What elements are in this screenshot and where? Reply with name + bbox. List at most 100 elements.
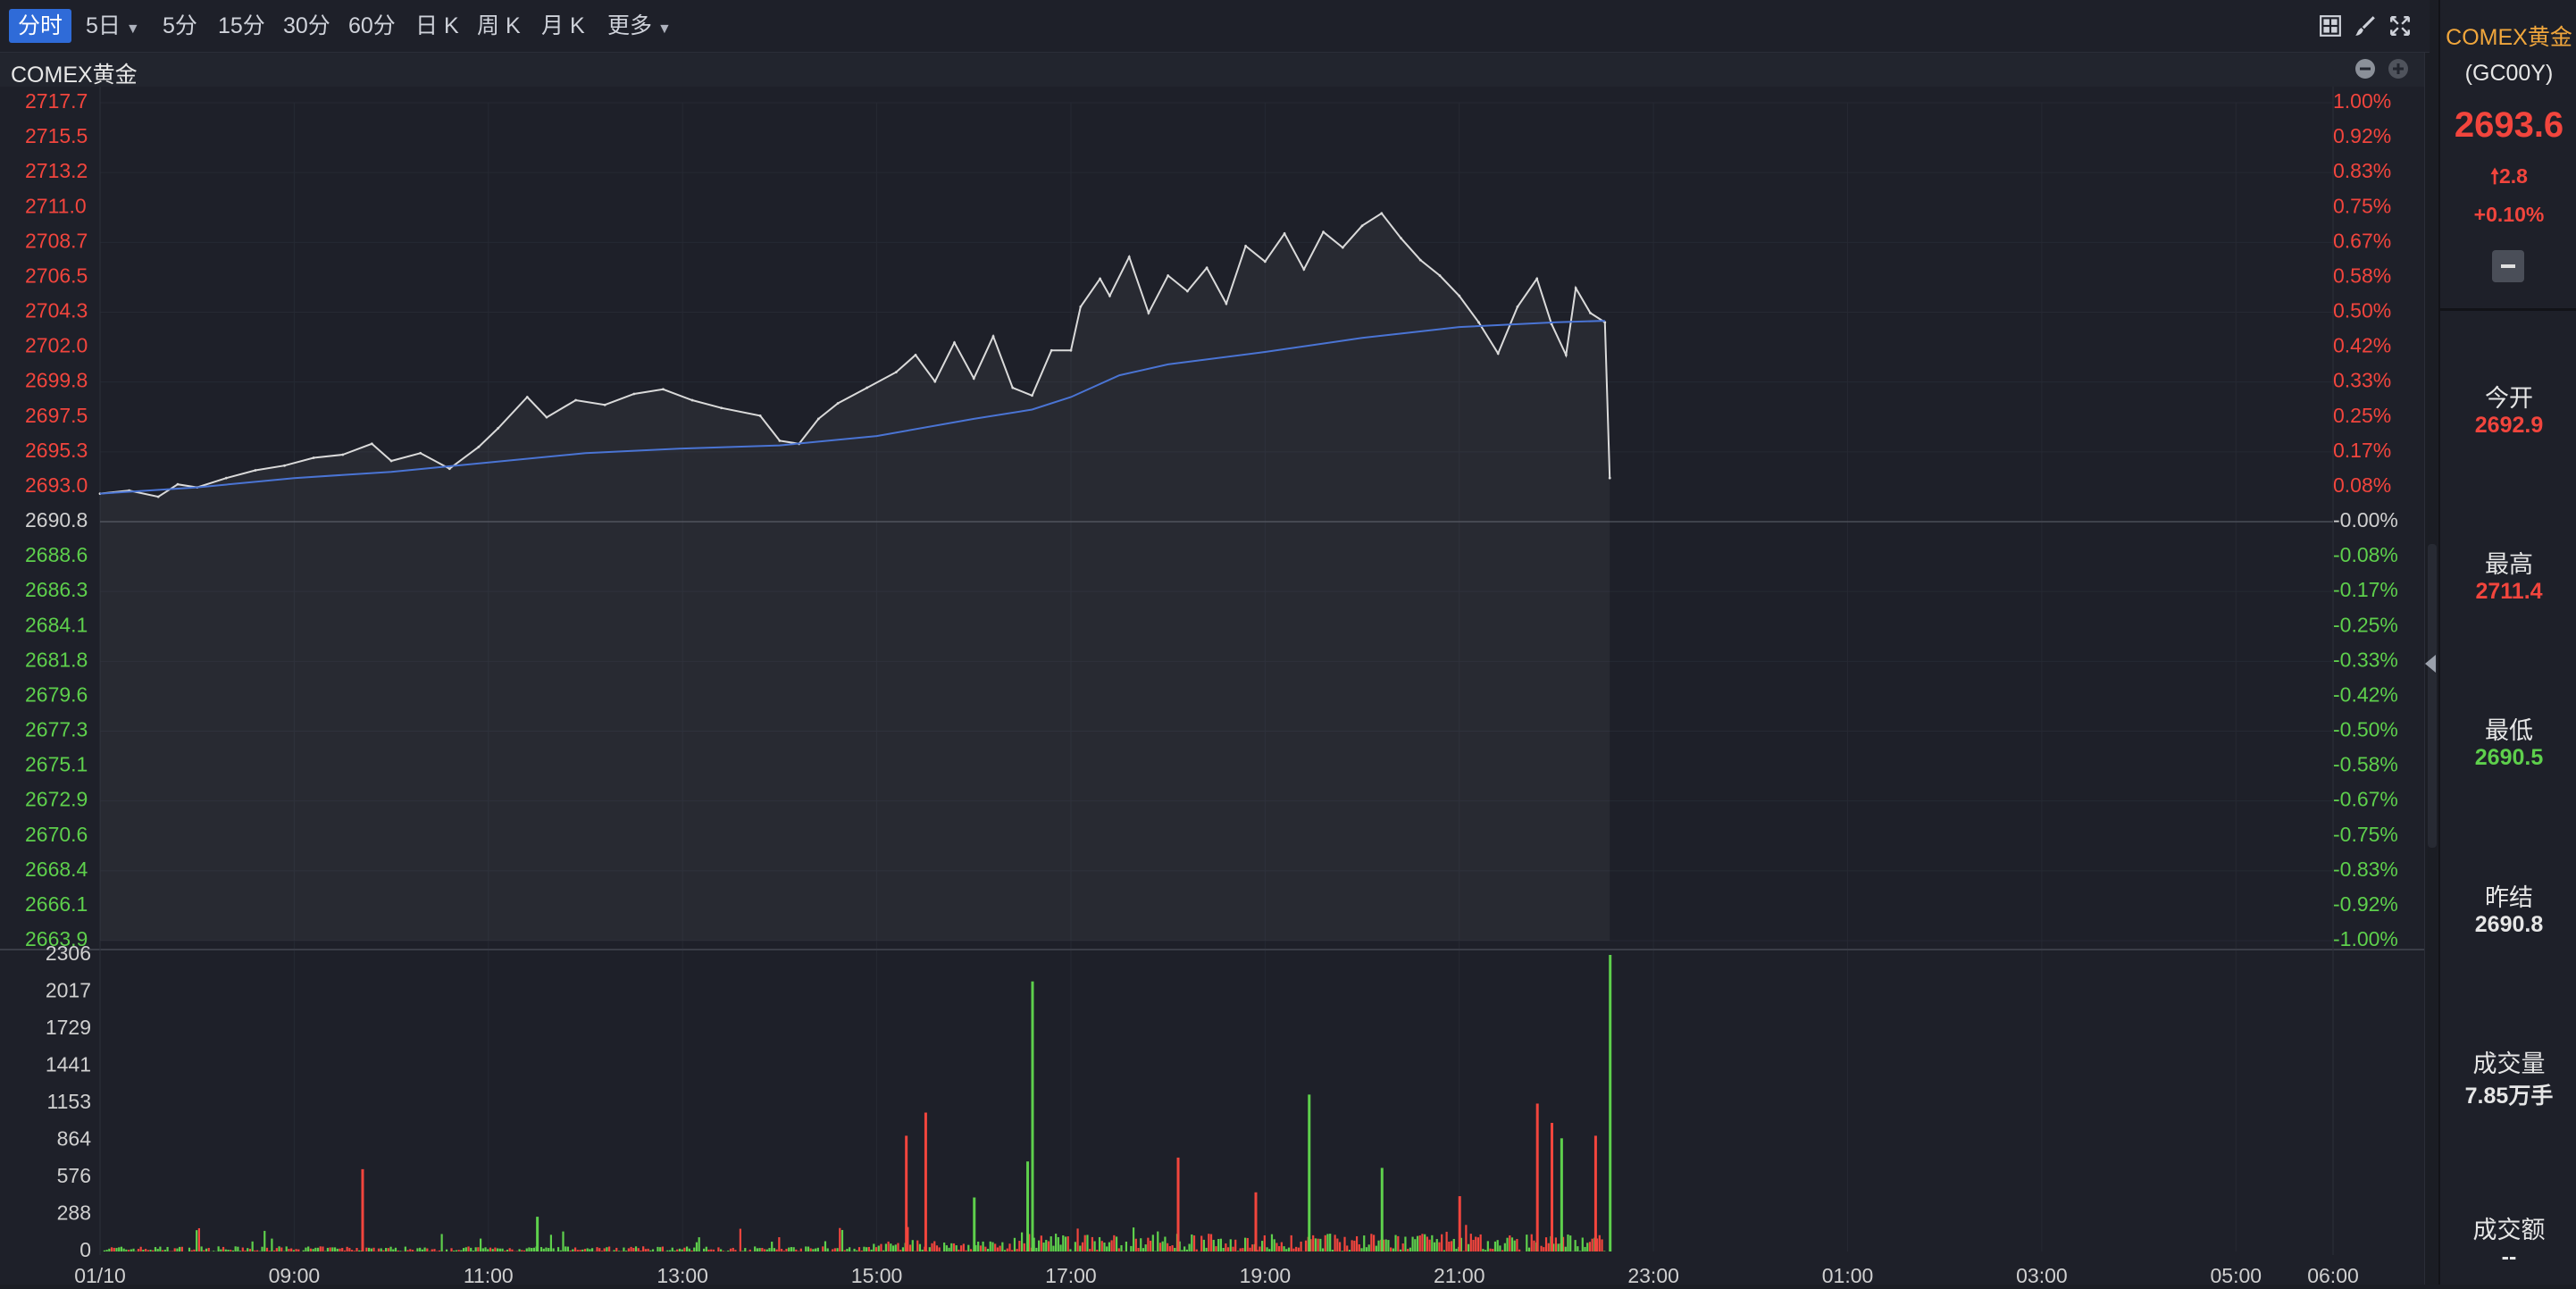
volume-bar: [1261, 1241, 1263, 1251]
volume-bar: [247, 1248, 248, 1251]
volume-bar: [1014, 1238, 1016, 1251]
volume-bar: [1062, 1235, 1064, 1251]
volume-bar: [1145, 1244, 1147, 1251]
volume-spike-bar: [1254, 1193, 1257, 1251]
tab-30min[interactable]: 30分: [274, 9, 339, 43]
volume-bar: [545, 1248, 547, 1251]
price-tick-label: 2672.9: [25, 788, 88, 811]
time-axis-label: 01:00: [1822, 1264, 1874, 1285]
more-menu[interactable]: 更多▼: [598, 9, 681, 43]
volume-bar: [365, 1248, 367, 1251]
volume-bar: [166, 1247, 168, 1251]
volume-tick-label: 288: [57, 1201, 91, 1225]
volume-bar: [295, 1249, 297, 1251]
volume-bar: [1325, 1235, 1326, 1251]
volume-bar: [1227, 1247, 1229, 1251]
volume-bar: [902, 1247, 904, 1251]
price-point: [1477, 321, 1480, 323]
scrollbar-thumb[interactable]: [2428, 544, 2437, 848]
volume-bar: [1349, 1250, 1351, 1251]
stat-turnover-label: 成交额: [2440, 1210, 2576, 1245]
volume-bar: [121, 1247, 122, 1251]
volume-bar: [652, 1249, 654, 1251]
volume-bar: [933, 1241, 935, 1251]
volume-bar: [1497, 1240, 1499, 1251]
volume-bar: [465, 1247, 467, 1251]
volume-bar: [331, 1247, 333, 1251]
volume-bar: [1244, 1238, 1246, 1251]
volume-bar: [450, 1248, 452, 1251]
tab-15min[interactable]: 15分: [209, 9, 274, 43]
volume-bar: [936, 1245, 938, 1251]
stat-low-value: 2690.5: [2440, 745, 2576, 771]
volume-bar: [1171, 1245, 1173, 1251]
volume-bar: [1135, 1239, 1137, 1251]
time-axis-label: 15:00: [851, 1264, 903, 1285]
price-point: [225, 477, 228, 480]
collapse-panel-arrow-icon[interactable]: [2425, 655, 2436, 673]
tab-5day[interactable]: 5日▼: [77, 9, 149, 43]
volume-bar: [766, 1250, 768, 1251]
volume-bar: [1266, 1247, 1267, 1251]
volume-bar: [458, 1250, 460, 1251]
tab-60min[interactable]: 60分: [339, 9, 405, 43]
collapse-button[interactable]: [2492, 250, 2524, 282]
volume-bar: [132, 1249, 134, 1251]
volume-bar: [140, 1247, 142, 1251]
volume-bar: [1007, 1249, 1008, 1251]
price-point: [1565, 354, 1568, 356]
price-change-pct: +0.10%: [2440, 203, 2576, 227]
volume-bar: [1220, 1239, 1222, 1251]
tab-weekly-k[interactable]: 周 K: [468, 9, 530, 43]
volume-bar: [1210, 1235, 1212, 1251]
volume-bar: [1281, 1243, 1283, 1251]
volume-tick-label: 1153: [47, 1090, 91, 1113]
price-tick-label: 2670.6: [25, 823, 88, 846]
fullscreen-icon[interactable]: [2388, 14, 2412, 38]
volume-bar: [1509, 1235, 1510, 1251]
time-axis-label: 09:00: [269, 1264, 321, 1285]
volume-bar: [310, 1249, 312, 1251]
volume-bar: [1225, 1243, 1226, 1251]
volume-spike-bar: [1560, 1138, 1563, 1251]
price-point: [691, 399, 694, 402]
volume-bar: [1421, 1234, 1423, 1251]
tab-intraday[interactable]: 分时: [9, 9, 71, 43]
volume-bar: [1339, 1242, 1341, 1251]
price-tick-label: 2686.3: [25, 578, 88, 601]
zoom-in-icon[interactable]: [2388, 58, 2409, 80]
volume-bar: [181, 1247, 183, 1251]
grid-icon[interactable]: [2319, 14, 2342, 38]
volume-spike-bar: [1031, 982, 1033, 1251]
tab-daily-k[interactable]: 日 K: [406, 9, 468, 43]
volume-bar: [339, 1249, 340, 1251]
volume-bar: [1045, 1240, 1047, 1251]
volume-bar: [106, 1250, 108, 1251]
volume-bar: [948, 1248, 949, 1251]
price-point: [1419, 259, 1422, 262]
price-point: [419, 452, 422, 455]
volume-bar: [1038, 1241, 1040, 1251]
volume-bar: [785, 1249, 787, 1251]
volume-bar: [824, 1241, 826, 1251]
volume-bar: [1133, 1227, 1134, 1251]
volume-bar: [489, 1248, 491, 1251]
volume-bar: [853, 1249, 855, 1251]
brush-icon[interactable]: [2354, 14, 2377, 38]
volume-bar: [832, 1249, 833, 1251]
volume-bar: [990, 1242, 991, 1251]
volume-bar: [441, 1234, 443, 1251]
zoom-out-icon[interactable]: [2354, 58, 2376, 80]
tab-5min[interactable]: 5分: [154, 9, 206, 43]
volume-bar: [511, 1250, 513, 1251]
volume-bar: [1147, 1238, 1149, 1251]
tab-monthly-k[interactable]: 月 K: [532, 9, 594, 43]
volume-bar: [113, 1248, 115, 1251]
volume-tick-label: 864: [57, 1127, 92, 1151]
arrow-up-icon: 🠕: [2490, 164, 2499, 188]
volume-bar: [1334, 1235, 1336, 1251]
volume-bar: [480, 1239, 481, 1251]
volume-bar: [276, 1248, 278, 1251]
